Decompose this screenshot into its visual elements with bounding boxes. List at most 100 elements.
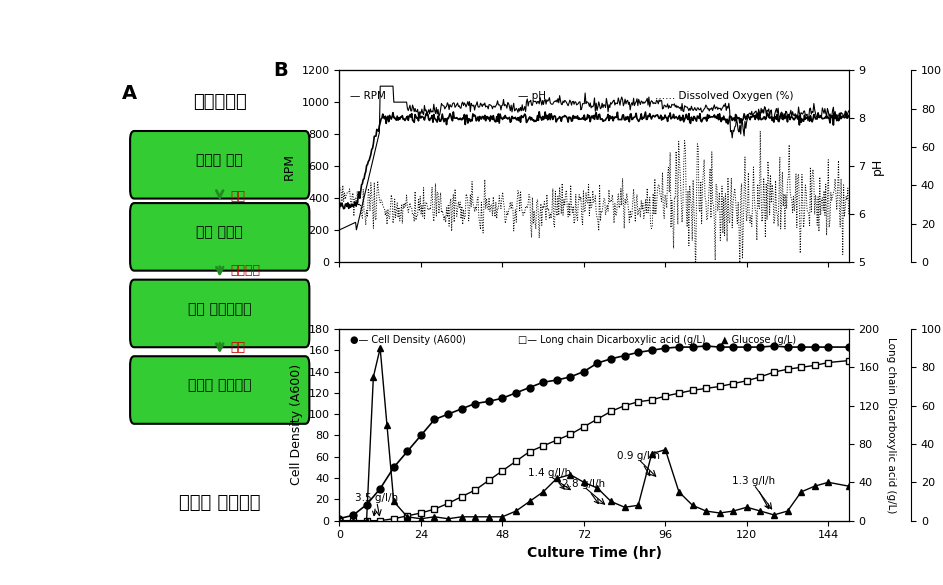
Text: 0.9 g/l/h: 0.9 g/l/h: [617, 451, 660, 476]
Long chain Dicarboxylic acid (g/L): [510, 457, 521, 464]
Cell Density (A600): [389, 464, 400, 471]
Cell Density (A600): [334, 515, 345, 522]
Long chain Dicarboxylic acid (g/L): [429, 505, 440, 512]
Cell Density (A600): [470, 400, 481, 407]
Text: A: A: [122, 84, 137, 103]
Long chain Dicarboxylic acid (g/L): [782, 366, 793, 373]
Text: 식물성 오일: 식물성 오일: [196, 153, 243, 167]
Cell Density (A600): [660, 345, 671, 352]
Glucose (g/L): [660, 446, 671, 453]
Glucose (g/L): [368, 373, 379, 380]
Long chain Dicarboxylic acid (g/L): [646, 397, 657, 404]
Glucose (g/L): [796, 488, 807, 495]
Text: 중합: 중합: [230, 340, 245, 354]
Cell Density (A600): [728, 343, 739, 350]
Glucose (g/L): [565, 471, 576, 478]
Text: 1.4 g/l/h: 1.4 g/l/h: [528, 468, 571, 489]
Glucose (g/L): [822, 479, 834, 486]
Text: 3.5 g/l/h: 3.5 g/l/h: [356, 494, 398, 515]
Long chain Dicarboxylic acid (g/L): [822, 359, 834, 366]
Long chain Dicarboxylic acid (g/L): [538, 442, 549, 449]
Cell Density (A600): [510, 390, 521, 397]
Cell Density (A600): [578, 368, 589, 375]
Long chain Dicarboxylic acid (g/L): [809, 362, 820, 369]
Cell Density (A600): [809, 343, 820, 350]
Cell Density (A600): [701, 342, 712, 349]
Long chain Dicarboxylic acid (g/L): [592, 415, 604, 422]
Long chain Dicarboxylic acid (g/L): [673, 390, 685, 397]
Text: ...... Dissolved Oxygen (%): ...... Dissolved Oxygen (%): [655, 91, 794, 101]
Y-axis label: Long chain Dicarboxylic acid (g/L): Long chain Dicarboxylic acid (g/L): [886, 336, 896, 513]
Glucose (g/L): [347, 517, 358, 524]
Long chain Dicarboxylic acid (g/L): [754, 373, 766, 380]
Long chain Dicarboxylic acid (g/L): [334, 517, 345, 524]
Text: 장쇄 지방산: 장쇄 지방산: [196, 225, 243, 239]
Cell Density (A600): [633, 349, 644, 356]
Cell Density (A600): [456, 405, 468, 412]
Y-axis label: RPM: RPM: [283, 153, 296, 180]
Glucose (g/L): [483, 513, 494, 520]
Text: ▲ Glucose (g/L): ▲ Glucose (g/L): [721, 335, 797, 345]
Cell Density (A600): [687, 343, 698, 350]
Cell Density (A600): [741, 343, 753, 350]
Y-axis label: pH: pH: [871, 157, 885, 175]
Long chain Dicarboxylic acid (g/L): [619, 402, 630, 409]
Cell Density (A600): [361, 501, 372, 508]
Cell Density (A600): [714, 343, 725, 350]
Glucose (g/L): [510, 508, 521, 515]
Glucose (g/L): [782, 508, 793, 515]
Cell Density (A600): [524, 384, 536, 391]
Glucose (g/L): [605, 498, 617, 505]
Line: Long chain Dicarboxylic acid (g/L): Long chain Dicarboxylic acid (g/L): [336, 357, 852, 524]
Glucose (g/L): [646, 450, 657, 457]
Long chain Dicarboxylic acid (g/L): [796, 364, 807, 371]
Cell Density (A600): [782, 343, 793, 350]
Long chain Dicarboxylic acid (g/L): [741, 377, 753, 384]
Cell Density (A600): [442, 411, 454, 418]
Cell Density (A600): [565, 373, 576, 380]
Text: 추출: 추출: [230, 190, 245, 203]
Glucose (g/L): [442, 515, 454, 522]
Text: — pH: — pH: [518, 91, 546, 101]
Cell Density (A600): [347, 512, 358, 519]
Cell Density (A600): [592, 360, 604, 367]
Glucose (g/L): [389, 498, 400, 505]
Glucose (g/L): [402, 513, 413, 520]
Glucose (g/L): [714, 510, 725, 517]
Text: B: B: [273, 61, 288, 80]
Long chain Dicarboxylic acid (g/L): [456, 493, 468, 500]
Long chain Dicarboxylic acid (g/L): [389, 515, 400, 522]
Long chain Dicarboxylic acid (g/L): [483, 477, 494, 484]
Long chain Dicarboxylic acid (g/L): [605, 408, 617, 415]
Cell Density (A600): [374, 485, 386, 492]
Long chain Dicarboxylic acid (g/L): [701, 385, 712, 392]
Long chain Dicarboxylic acid (g/L): [660, 393, 671, 400]
Glucose (g/L): [361, 517, 372, 524]
Glucose (g/L): [809, 483, 820, 490]
Glucose (g/L): [633, 502, 644, 509]
Cell Density (A600): [646, 347, 657, 354]
Long chain Dicarboxylic acid (g/L): [769, 369, 780, 376]
Text: 생물공정: 생물공정: [230, 264, 260, 277]
Cell Density (A600): [402, 448, 413, 455]
Text: □— Long chain Dicarboxylic acid (g/L): □— Long chain Dicarboxylic acid (g/L): [518, 335, 705, 345]
Glucose (g/L): [538, 488, 549, 495]
Glucose (g/L): [592, 484, 604, 491]
Glucose (g/L): [551, 475, 562, 482]
Cell Density (A600): [497, 395, 508, 402]
Line: Cell Density (A600): Cell Density (A600): [336, 343, 852, 522]
Glucose (g/L): [524, 498, 536, 505]
Cell Density (A600): [605, 355, 617, 362]
X-axis label: Culture Time (hr): Culture Time (hr): [526, 546, 662, 560]
Long chain Dicarboxylic acid (g/L): [843, 357, 854, 364]
Long chain Dicarboxylic acid (g/L): [524, 448, 536, 455]
Long chain Dicarboxylic acid (g/L): [551, 436, 562, 443]
Long chain Dicarboxylic acid (g/L): [728, 380, 739, 387]
Long chain Dicarboxylic acid (g/L): [347, 517, 358, 524]
Long chain Dicarboxylic acid (g/L): [565, 431, 576, 438]
Glucose (g/L): [456, 513, 468, 520]
Long chain Dicarboxylic acid (g/L): [633, 398, 644, 405]
Cell Density (A600): [754, 343, 766, 350]
Cell Density (A600): [415, 432, 426, 439]
Long chain Dicarboxylic acid (g/L): [402, 512, 413, 519]
